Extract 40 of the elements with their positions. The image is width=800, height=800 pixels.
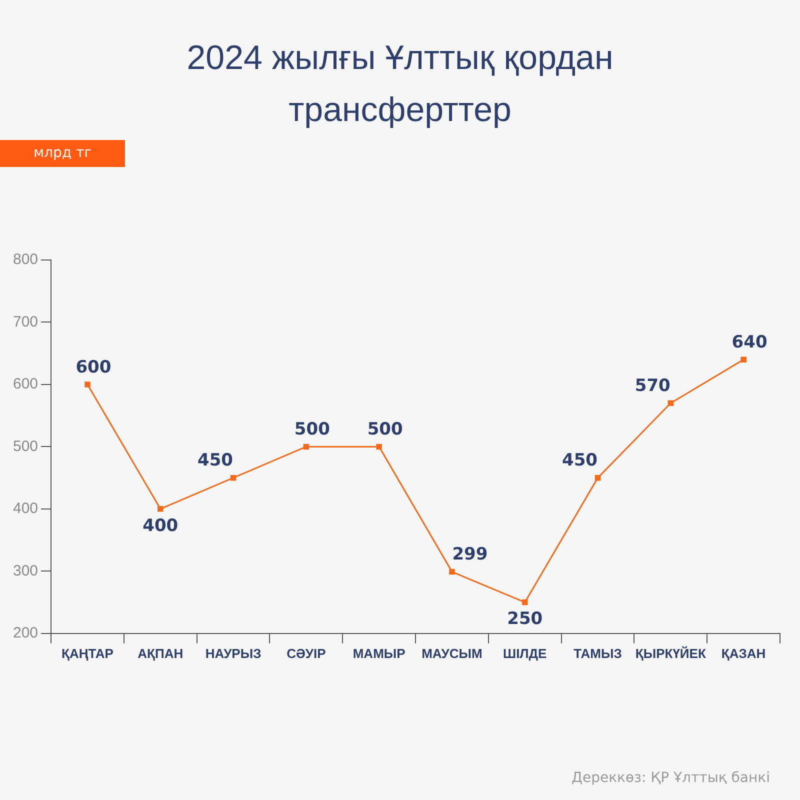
data-label: 450 [562, 450, 598, 471]
x-tick-label: МАУСЫМ [422, 646, 482, 661]
x-tick-label: ҚАЗАН [721, 646, 766, 661]
y-tick-label: 300 [12, 562, 38, 580]
data-label: 600 [76, 357, 112, 378]
y-tick-label: 200 [12, 624, 38, 642]
x-tick-label: МАМЫР [352, 646, 406, 661]
x-tick-label: ШІЛДЕ [502, 646, 548, 661]
data-label: 250 [507, 609, 543, 630]
point [84, 382, 90, 388]
point [449, 568, 455, 575]
point [376, 444, 382, 450]
point [230, 474, 236, 481]
x-tick-label: НАУРЫЗ [205, 646, 262, 661]
point [668, 400, 674, 406]
data-label: 500 [367, 420, 403, 440]
y-tick-label: 800 [12, 251, 38, 268]
y-tick-label: 700 [12, 313, 38, 330]
x-tick-label: СӘУІР [286, 646, 326, 661]
point [522, 599, 528, 606]
data-label: 500 [294, 420, 330, 440]
point [594, 474, 601, 481]
data-label: 640 [732, 332, 768, 352]
text: млрд тг [0, 140, 125, 167]
x-tick-label: ҚАҢТАР [62, 646, 114, 661]
point [740, 356, 746, 362]
point [303, 444, 310, 450]
y-tick-label: 500 [12, 438, 38, 455]
text: Дереккөз: ҚР Ұлттық банкі [572, 770, 770, 786]
point [158, 506, 164, 512]
x-tick-label: АҚПАН [138, 646, 184, 661]
data-label: 299 [452, 544, 488, 565]
data-label: 450 [198, 450, 234, 471]
x-tick-label: ҚЫРКҮЙЕК [635, 646, 706, 661]
data-label: 400 [142, 516, 178, 536]
y-tick-label: 400 [12, 500, 38, 518]
x-tick-label: ТАМЫЗ [574, 646, 622, 661]
chart-title: 2024 жылғы Ұлттық қордан трансферттер [186, 38, 614, 131]
y-tick-label: 600 [12, 376, 38, 393]
data-label: 570 [634, 376, 671, 396]
